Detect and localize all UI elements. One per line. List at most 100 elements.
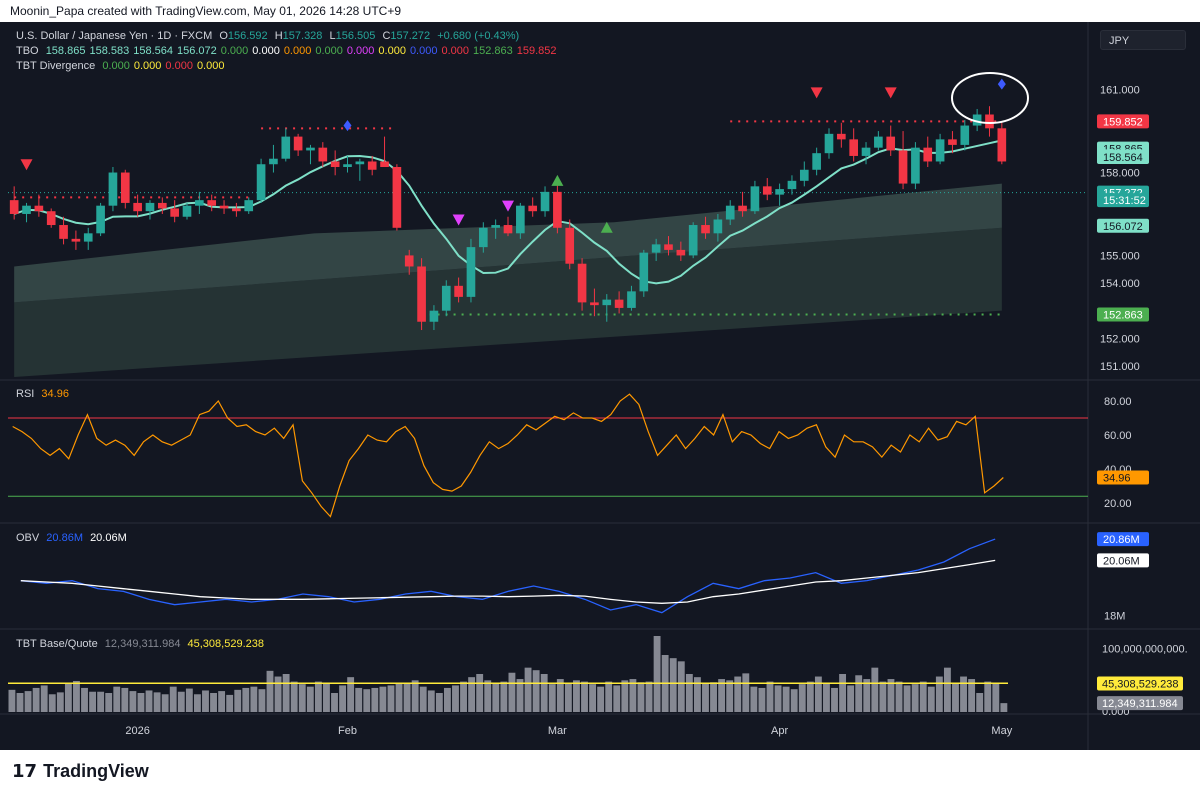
candle-body — [380, 161, 389, 167]
rsi-last-badge: 34.96 — [1103, 473, 1131, 485]
volume-bar — [129, 691, 137, 712]
candle — [71, 230, 81, 250]
candle-body — [590, 302, 599, 306]
chart-frame[interactable]: JPY U.S. Dollar / Japanese Yen · 1D · FX… — [0, 22, 1200, 750]
rsi-label: RSI — [16, 388, 35, 400]
candle — [528, 197, 538, 217]
time-tick-label: Feb — [338, 725, 357, 737]
candle — [232, 202, 241, 217]
candle-body — [429, 310, 439, 322]
candle — [441, 280, 451, 317]
candle-body — [478, 227, 488, 248]
price-label-badge-bg — [1097, 114, 1149, 129]
volume-bar — [831, 687, 838, 712]
candle — [9, 186, 19, 220]
candle-body — [355, 161, 365, 165]
volume-bar — [524, 667, 532, 712]
tbo-ma-line — [13, 139, 1003, 285]
candle-body — [725, 205, 735, 220]
volume-bar — [476, 674, 484, 712]
chart-svg[interactable]: 161.000 158.000 155.000 154.000 152.000 151.0… — [0, 22, 1200, 750]
sell-signal-marker — [20, 159, 33, 171]
currency-button[interactable]: JPY — [1100, 30, 1186, 50]
rsi-tick-label: 80.00 — [1104, 396, 1132, 408]
candle — [614, 291, 624, 314]
candle-body — [837, 133, 846, 140]
volume-bar — [605, 681, 613, 712]
symbol-title: U.S. Dollar / Japanese Yen · 1D · FXCM — [16, 30, 213, 42]
volume-bar — [669, 658, 677, 712]
ohlc-l-label: L — [329, 30, 336, 42]
candle — [762, 178, 772, 201]
top-diamond-marker — [343, 120, 352, 132]
candle — [725, 200, 735, 226]
volume-bar — [314, 681, 322, 712]
volume-bar — [863, 679, 871, 712]
candle-body — [133, 202, 142, 212]
volume-bar — [613, 685, 621, 712]
volume-bar — [887, 679, 895, 712]
volume-bar — [742, 673, 750, 712]
candle — [34, 194, 44, 217]
volume-bar — [621, 680, 629, 712]
volume-bar — [56, 692, 64, 712]
volume-bar — [573, 680, 580, 712]
volume-bar — [718, 679, 726, 712]
candle — [824, 128, 834, 159]
candle — [133, 194, 142, 217]
candle — [553, 180, 562, 234]
volume-bar — [226, 694, 234, 712]
candle — [491, 219, 500, 239]
volume-bar — [363, 689, 371, 712]
candle-body — [972, 114, 982, 126]
volume-bar — [645, 681, 653, 712]
volume-bar — [790, 689, 798, 712]
candle — [799, 161, 809, 187]
lower-cloud-band — [14, 227, 1002, 377]
volume-bar — [516, 679, 524, 712]
candle — [602, 294, 612, 322]
candle-body — [9, 200, 19, 214]
candle — [516, 202, 525, 239]
volume-bar — [371, 687, 379, 712]
volume-bar — [411, 680, 419, 712]
rsi-line — [12, 393, 1004, 518]
volume-bar — [758, 687, 766, 712]
candle — [429, 305, 439, 331]
volume-bar — [427, 690, 435, 712]
ohlc-c-label: C — [382, 30, 391, 42]
candle-body — [108, 172, 118, 206]
volume-bar — [677, 661, 685, 712]
candle-body — [182, 205, 192, 217]
candle-body — [738, 205, 747, 212]
footer: 17 TradingView — [0, 750, 1200, 796]
volume-bar — [193, 694, 201, 712]
volume-bar — [548, 684, 556, 712]
tbo-value-6: 0.000 — [283, 45, 312, 57]
candle-body — [639, 252, 649, 292]
price-label-badge: 158.564 — [1103, 152, 1143, 164]
candle-body — [145, 202, 155, 212]
price-label-badge-bg — [1097, 193, 1149, 208]
candle-body — [948, 139, 957, 145]
volume-bar — [218, 691, 226, 712]
tradingview-logo[interactable]: 17 TradingView — [12, 761, 149, 782]
tbo-value-2: 158.564 — [133, 45, 173, 57]
volume-bar — [726, 680, 734, 712]
price-tick-label: 161.000 — [1100, 85, 1140, 97]
volume-bar — [460, 681, 467, 712]
volume-bar — [484, 680, 492, 712]
candle — [750, 180, 760, 214]
volume-label: TBT Base/Quote — [16, 638, 98, 650]
volume-bar — [532, 670, 540, 712]
candle — [935, 133, 945, 165]
tbo-value-13: 159.852 — [516, 45, 557, 57]
tbt-value-2: 0.000 — [165, 60, 193, 72]
rsi-value: 34.96 — [41, 388, 69, 400]
top-diamond-marker — [997, 78, 1006, 90]
candle-body — [528, 205, 538, 212]
obv-line — [20, 538, 996, 614]
volume-bar — [895, 681, 903, 712]
volume-ma-badge-bg — [1097, 676, 1183, 691]
candle — [701, 216, 710, 239]
